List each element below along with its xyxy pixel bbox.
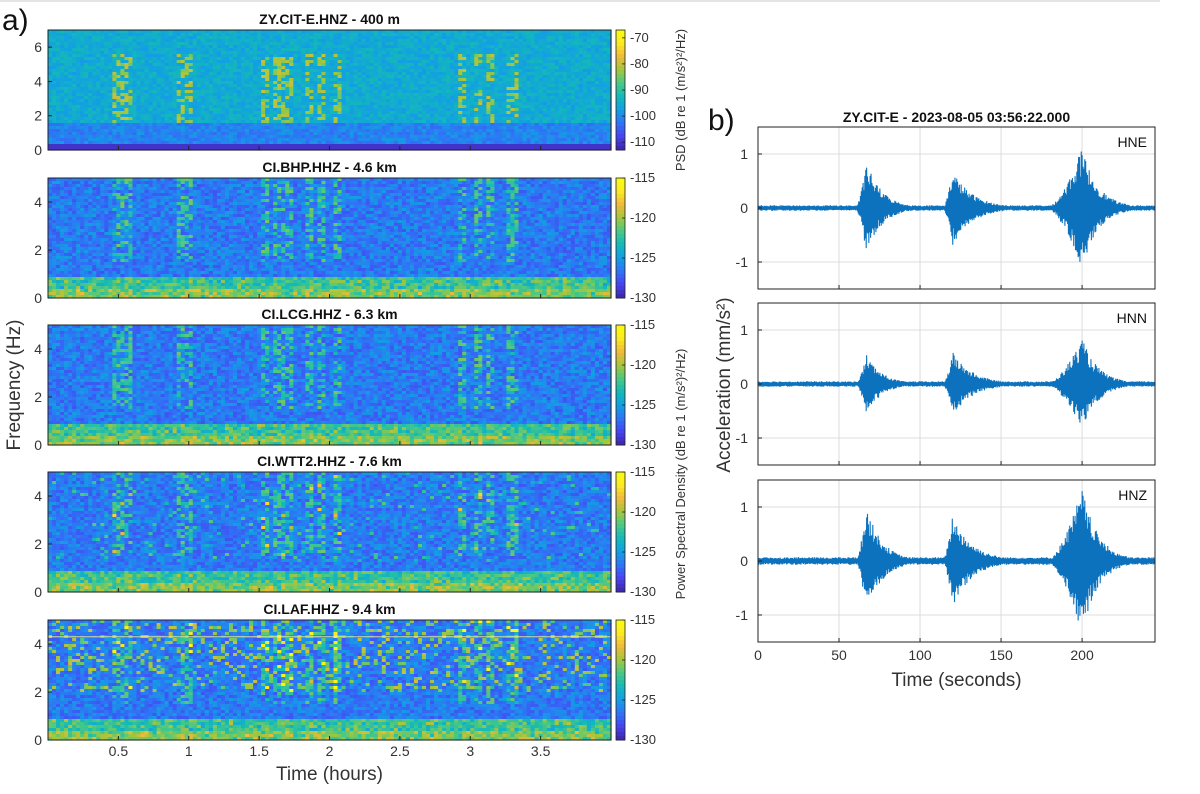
y-tick-label: 0 [34,732,42,748]
waveform-panel-hne: 1 0 -1 HNE [736,127,1155,289]
colorbar: -115 -120 -125 -130 [616,612,656,747]
colorbar-label-bottom: Power Spectral Density (dB re 1 (m/s²)²/… [673,349,688,600]
y-tick-label: 4 [34,636,42,652]
spectrogram-title: ZY.CIT-E.HNZ - 400 m [259,11,400,27]
y-tick-label: 0 [34,437,42,453]
x-tick-label: 100 [908,647,932,663]
channel-label: HNE [1117,134,1147,150]
colorbar-tick-label: -115 [630,170,655,185]
colorbar-tick-label: -100 [630,108,656,123]
y-axis-label: Acceleration (mm/s²) [714,297,735,472]
spectrogram-image [48,30,612,151]
colorbar-tick-label: -80 [630,56,649,71]
y-tick-label: 2 [34,108,42,124]
y-tick-label: 0 [34,290,42,306]
colorbar-tick-label: -130 [630,584,656,599]
x-tick-label: 0.5 [109,743,129,759]
colorbar-tick-label: -120 [630,652,656,667]
y-tick-label: 1 [740,322,748,338]
waveform-line-hne [758,151,1155,261]
x-tick-label: 3.5 [531,743,551,759]
y-tick-label: 0 [740,376,748,392]
colorbar-tick-label: -115 [630,612,655,627]
spectrogram-title: CI.LAF.HHZ - 9.4 km [263,601,395,617]
spectrogram-image [48,178,612,299]
spectrogram-panel-2: CI.BHP.HHZ - 4.6 km 0 2 4 -115 -120 -125 -130 [34,159,656,306]
x-tick-label: 2.5 [390,743,410,759]
spectrogram-panel-1: ZY.CIT-E.HNZ - 400 m 0 2 4 6 -70 -80 -90 -100 -11… [34,11,656,158]
waveform-panel-hnn: 1 0 -1 HNN [736,303,1155,465]
waveform-panel-hnz: 1 0 -1 HNZ [736,480,1155,642]
colorbar-tick-label: -70 [630,30,649,45]
y-tick-label: 4 [34,488,42,504]
y-tick-label: 0 [34,142,42,158]
spectrogram-panel-4: CI.WTT2.HHZ - 7.6 km 0 2 4 -115 -120 -125 -130 [34,453,656,600]
y-tick-label: -1 [736,254,749,270]
y-tick-label: 2 [34,389,42,405]
x-tick-label: 1.5 [249,743,269,759]
y-tick-label: 1 [740,499,748,515]
colorbar-label-top: PSD (dB re 1 (m/s²)²/Hz) [673,29,688,171]
colorbar: -115 -120 -125 -130 [616,317,656,452]
x-axis-label: Time (seconds) [891,670,1021,691]
colorbar-tick-label: -115 [630,317,655,332]
colorbar: -115 -120 -125 -130 [616,464,656,599]
spectrogram-image [48,472,612,593]
panel-label-a: a) [2,4,29,37]
x-tick-label: 50 [831,647,847,663]
y-tick-label: -1 [736,607,749,623]
waveform-line-hnz [758,491,1155,620]
waveform-title: ZY.CIT-E - 2023-08-05 03:56:22.000 [843,109,1070,125]
x-tick-label: 2 [326,743,334,759]
x-tick-label: 1 [185,743,193,759]
colorbar-tick-label: -90 [630,82,649,97]
y-tick-label: 1 [740,146,748,162]
x-tick-label: 0 [754,647,762,663]
y-tick-label: 0 [34,584,42,600]
spectrogram-panel-5: CI.LAF.HHZ - 9.4 km 0 2 4 -115 -120 -125 -130 [34,601,656,748]
spectrogram-image [48,620,612,741]
colorbar-tick-label: -130 [630,437,656,452]
spectrogram-title: CI.BHP.HHZ - 4.6 km [262,159,396,175]
colorbar-tick-label: -125 [630,250,656,265]
spectrogram-image [48,325,612,446]
colorbar-tick-label: -130 [630,290,656,305]
y-tick-label: 4 [34,194,42,210]
colorbar-tick-label: -120 [630,210,656,225]
channel-label: HNN [1117,310,1147,326]
y-tick-label: 0 [740,200,748,216]
waveform-group: ZY.CIT-E - 2023-08-05 03:56:22.000 1 0 -1 HN… [714,109,1155,691]
colorbar-tick-label: -115 [630,464,655,479]
x-axis-label: Time (hours) [276,764,383,785]
colorbar-tick-label: -125 [630,397,656,412]
y-tick-label: 2 [34,536,42,552]
x-tick-label: 3 [466,743,474,759]
y-tick-label: 4 [34,341,42,357]
y-tick-label: 0 [740,553,748,569]
figure: a) b) ZY.CIT-E.HNZ - 400 m0246-70-80-90-… [0,0,1200,794]
spectrogram-title: CI.WTT2.HHZ - 7.6 km [257,453,402,469]
waveform-line-hnn [758,341,1155,423]
colorbar-tick-label: -125 [630,692,656,707]
spectrogram-title: CI.LCG.HHZ - 6.3 km [261,306,397,322]
channel-label: HNZ [1118,487,1147,503]
colorbar-tick-label: -130 [630,732,656,747]
y-tick-label: 6 [34,39,42,55]
y-tick-label: 2 [34,684,42,700]
colorbar-tick-label: -110 [630,134,655,149]
y-tick-label: -1 [736,430,749,446]
colorbar-tick-label: -120 [630,357,656,372]
colorbar: -115 -120 -125 -130 [616,170,656,305]
y-tick-label: 4 [34,73,42,89]
colorbar-tick-label: -125 [630,544,656,559]
y-axis-label: Frequency (Hz) [4,320,25,451]
colorbar: -70 -80 -90 -100 -110 [616,30,656,151]
panel-label-b: b) [708,104,735,137]
x-tick-label: 200 [1070,647,1094,663]
spectrogram-group: ZY.CIT-E.HNZ - 400 m 0 2 4 6 -70 -80 -90 -100 -11… [4,11,688,785]
spectrogram-panel-3: CI.LCG.HHZ - 6.3 km 0 2 4 -115 -120 -125 -130 [34,306,656,453]
colorbar-tick-label: -120 [630,504,656,519]
y-tick-label: 2 [34,242,42,258]
x-tick-label: 150 [989,647,1013,663]
